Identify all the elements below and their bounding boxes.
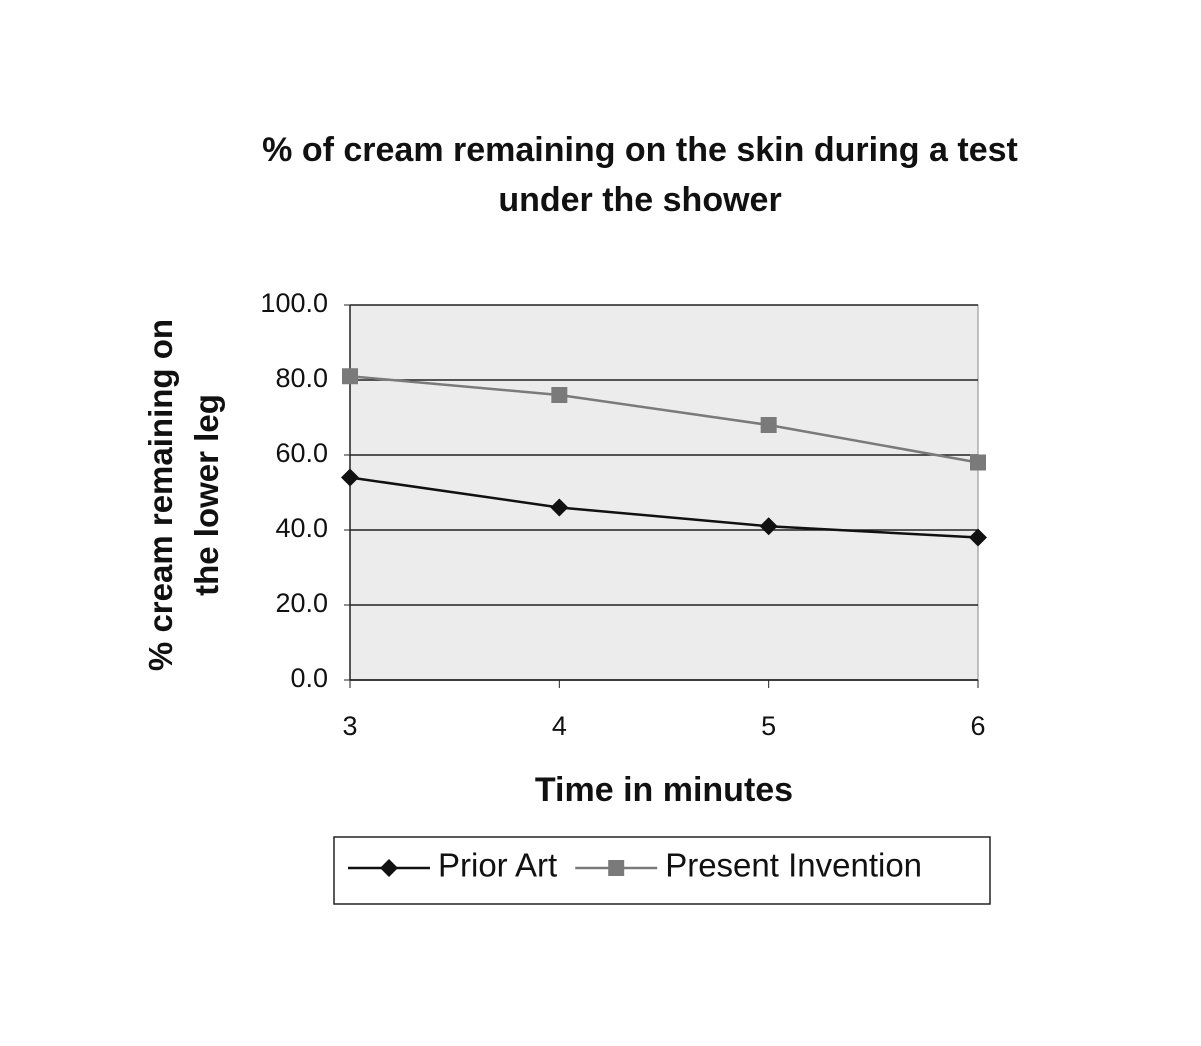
y-tick-label: 20.0 xyxy=(275,588,328,618)
legend-label: Prior Art xyxy=(438,847,557,884)
marker xyxy=(551,387,567,403)
y-tick-label: 80.0 xyxy=(275,363,328,393)
x-tick-label: 5 xyxy=(761,711,776,741)
y-tick-label: 60.0 xyxy=(275,438,328,468)
marker xyxy=(342,368,358,384)
x-axis-label: Time in minutes xyxy=(535,771,793,809)
chart: Time in minutes 0.0 20.0 40.0 60.0 80.0 100.0… xyxy=(0,0,1201,1046)
y-tick-label: 0.0 xyxy=(290,663,328,693)
legend-marker xyxy=(608,860,624,876)
legend-label: Present Invention xyxy=(665,847,922,884)
y-tick-label: 100.0 xyxy=(260,288,328,318)
x-tick-label: 4 xyxy=(552,711,567,741)
marker xyxy=(970,455,986,471)
page: % of cream remaining on the skin during … xyxy=(0,0,1201,1046)
marker xyxy=(761,417,777,433)
x-tick-label: 3 xyxy=(342,711,357,741)
x-tick-label: 6 xyxy=(970,711,985,741)
plot-area xyxy=(350,305,978,680)
y-tick-label: 40.0 xyxy=(275,513,328,543)
